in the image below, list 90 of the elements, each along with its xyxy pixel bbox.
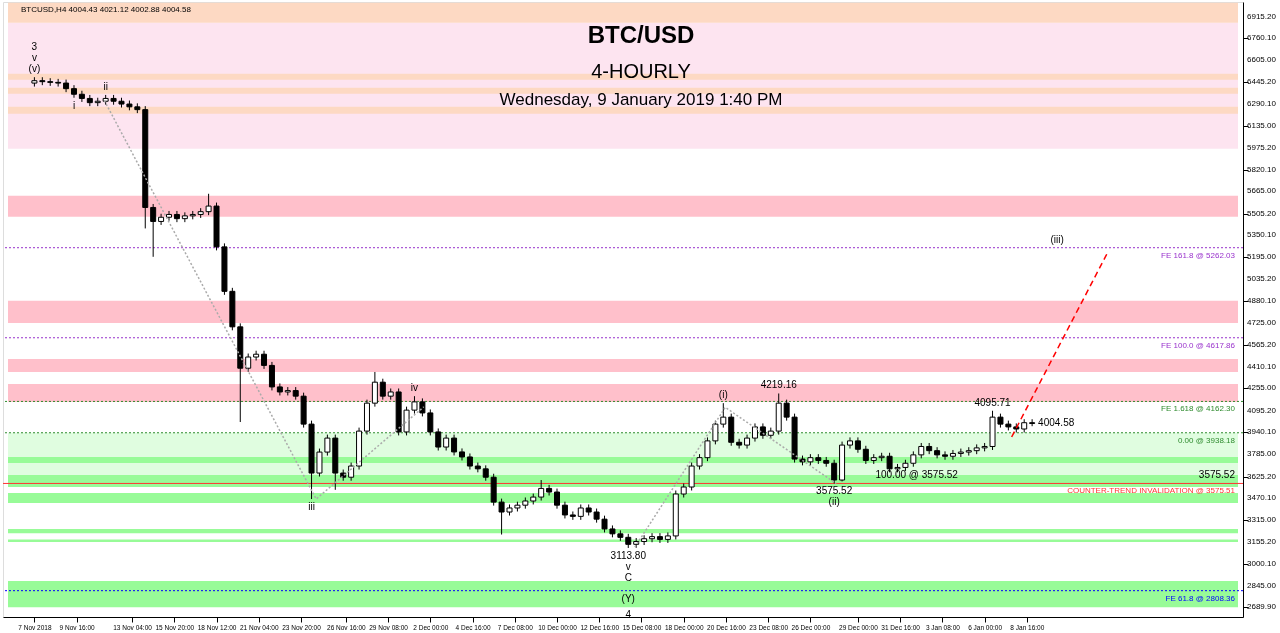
candlestick: [451, 434, 458, 456]
candlestick: [173, 210, 180, 223]
annotation: v: [625, 560, 631, 572]
y-tick-label: 6605.00: [1247, 55, 1277, 65]
y-tick-label: 6445.20: [1247, 77, 1277, 87]
y-tick-label: 4410.10: [1247, 361, 1277, 371]
annotation: iii: [308, 501, 315, 513]
y-tick-label: 6915.20: [1247, 11, 1277, 21]
annotation: (v): [28, 63, 41, 75]
candlestick: [245, 353, 252, 373]
annotation: i: [72, 99, 76, 111]
y-tick-label: 2689.90: [1247, 602, 1277, 612]
y-tick-label: 2845.00: [1247, 580, 1277, 590]
candlestick: [371, 371, 378, 408]
ref-line-label: FE 161.8 @ 5262.03: [1161, 250, 1236, 260]
y-tick-label: 4880.10: [1247, 296, 1277, 306]
candlestick: [957, 448, 964, 458]
candlestick: [538, 479, 545, 502]
y-tick-label: 5035.20: [1247, 274, 1277, 284]
annotation: v: [31, 52, 37, 64]
y-tick-label: 3315.00: [1247, 514, 1277, 524]
y-tick-label: 6290.10: [1247, 99, 1277, 109]
annotation: (Y): [621, 592, 635, 604]
candlestick: [1029, 418, 1036, 427]
annotation: (ii): [828, 496, 840, 508]
annotation: 4095.71: [974, 396, 1012, 408]
candlestick: [261, 350, 268, 370]
annotation: (i): [718, 389, 728, 401]
candlestick: [649, 532, 656, 543]
y-tick-label: 5350.10: [1247, 230, 1277, 240]
text: BTC/USD: [587, 21, 695, 48]
candlestick: [158, 213, 165, 226]
y-tick-label: 4255.00: [1247, 383, 1277, 393]
text: 4-HOURLY: [591, 60, 691, 82]
candlestick: [268, 361, 275, 391]
y-tick-label: 5820.10: [1247, 164, 1277, 174]
annotation: 100.00 @ 3575.52: [875, 469, 959, 481]
annotation: iv: [410, 382, 419, 394]
y-tick-label: 3940.10: [1247, 427, 1277, 437]
y-tick-label: 3625.20: [1247, 471, 1277, 481]
annotation: BTCUSD,H4 4004.43 4021.12 4002.88 4004.58: [21, 5, 192, 14]
y-tick-label: 3155.20: [1247, 537, 1277, 547]
y-tick-label: 3785.00: [1247, 449, 1277, 459]
candlestick: [847, 436, 853, 450]
candlestick: [641, 534, 648, 546]
y-tick-label: 6760.10: [1247, 33, 1277, 43]
y-tick-label: 5505.20: [1247, 208, 1277, 218]
annotation: 3113.80: [610, 549, 647, 561]
candlestick: [379, 378, 386, 401]
candlestick: [942, 450, 949, 461]
candlestick: [546, 484, 553, 497]
annotation: (iii): [1050, 233, 1064, 245]
y-tick-label: 6135.00: [1247, 120, 1277, 130]
ref-line-label: 0.00 @ 3938.18: [1177, 435, 1236, 445]
y-tick-label: 4725.00: [1247, 317, 1277, 327]
ref-line-label: COUNTER-TREND INVALIDATION @ 3575.51: [1067, 486, 1236, 496]
ref-line-label: FE 1.618 @ 4162.30: [1161, 404, 1236, 414]
y-tick-label: 4565.20: [1247, 340, 1277, 350]
candlestick: [253, 350, 260, 362]
ref-line-label: FE 100.0 @ 4617.86: [1161, 340, 1236, 350]
candlestick: [348, 462, 355, 482]
annotation: 3575.52: [816, 485, 853, 497]
candlestick: [736, 438, 743, 450]
y-tick-label: 5975.20: [1247, 143, 1277, 153]
y-tick-label: 3000.10: [1247, 558, 1277, 568]
candlestick: [751, 422, 758, 443]
text: Wednesday, 9 January 2019 1:40 PM: [499, 90, 783, 109]
y-tick-label: 4095.20: [1247, 405, 1277, 415]
candlestick: [70, 84, 77, 99]
candlestick: [78, 90, 85, 103]
annotation: 3: [31, 41, 38, 53]
candlestick: [166, 210, 173, 222]
candlestick: [664, 531, 671, 544]
y-tick-label: 3470.10: [1247, 493, 1277, 503]
candlestick: [150, 203, 157, 258]
candlestick: [949, 449, 956, 461]
annotation: 4004.58: [1038, 417, 1075, 429]
candlestick: [435, 427, 442, 452]
candlestick: [554, 488, 561, 510]
annotation: 4219.16: [760, 379, 798, 391]
annotation: 3575.52: [1198, 469, 1236, 481]
y-tick-label: 5665.00: [1247, 186, 1277, 196]
y-tick-label: 5195.00: [1247, 252, 1277, 262]
annotation: ii: [103, 80, 108, 92]
ref-line-label: FE 61.8 @ 2808.36: [1165, 593, 1236, 603]
candlestick: [862, 445, 869, 465]
candlestick: [934, 446, 941, 459]
candlestick: [831, 459, 838, 484]
candlestick: [656, 532, 663, 544]
annotation: C: [624, 571, 632, 583]
